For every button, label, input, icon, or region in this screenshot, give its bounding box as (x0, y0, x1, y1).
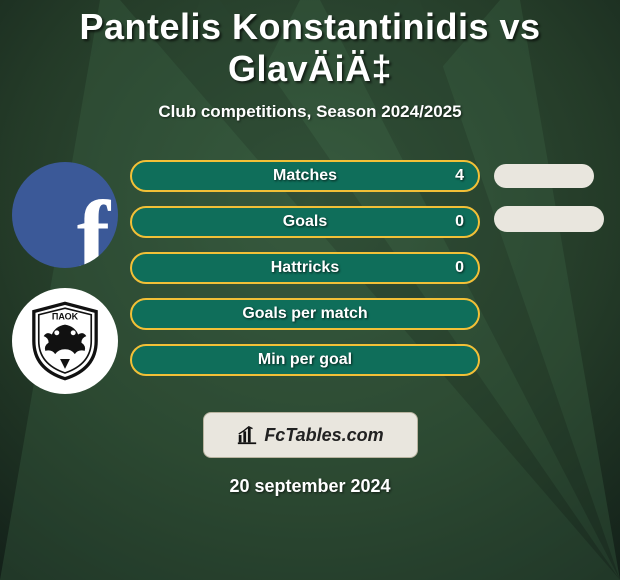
player-avatar-2: ΠΑΟΚ (12, 288, 118, 394)
bar-goals-per-match: Goals per match (130, 298, 480, 330)
right-pill-column (480, 152, 620, 232)
page-subtitle: Club competitions, Season 2024/2025 (0, 102, 620, 122)
bar-label: Matches (132, 167, 478, 185)
brand-text: FcTables.com (264, 425, 383, 446)
brand-badge: FcTables.com (203, 412, 418, 458)
player-avatar-1: f (12, 162, 118, 268)
page-title: Pantelis Konstantinidis vs GlavÄiÄ‡ (0, 0, 620, 90)
facebook-icon: f (77, 186, 110, 268)
bar-label: Goals per match (132, 305, 478, 323)
bar-min-per-goal: Min per goal (130, 344, 480, 376)
bar-label: Hattricks (132, 259, 478, 277)
bar-chart-icon (236, 424, 258, 446)
comparison-area: f ΠΑΟΚ Matc (0, 152, 620, 394)
bar-value: 4 (455, 167, 464, 185)
avatar-column: f ΠΑΟΚ (0, 152, 130, 394)
stat-bars: Matches 4 Goals 0 Hattricks 0 Goals per … (130, 152, 480, 376)
bar-value: 0 (455, 213, 464, 231)
bar-label: Goals (132, 213, 478, 231)
right-pill-1 (494, 164, 594, 188)
bar-label: Min per goal (132, 351, 478, 369)
footer-date: 20 september 2024 (0, 476, 620, 497)
svg-text:ΠΑΟΚ: ΠΑΟΚ (52, 312, 79, 322)
right-pill-2 (494, 206, 604, 232)
bar-matches: Matches 4 (130, 160, 480, 192)
bar-goals: Goals 0 (130, 206, 480, 238)
bar-hattricks: Hattricks 0 (130, 252, 480, 284)
paok-crest-icon: ΠΑΟΚ (24, 300, 106, 382)
bar-value: 0 (455, 259, 464, 277)
